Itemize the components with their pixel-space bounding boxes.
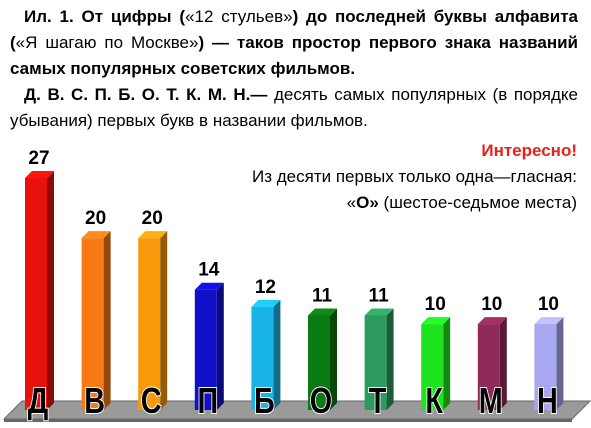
category-label: П <box>197 380 218 421</box>
bar-top <box>138 231 168 239</box>
category-label: М <box>479 380 503 421</box>
bar-side <box>556 317 564 410</box>
value-label: 11 <box>312 285 333 306</box>
category-label: Т <box>369 380 387 421</box>
value-label: 20 <box>85 208 106 229</box>
bar <box>534 324 557 410</box>
bar <box>138 238 161 410</box>
bar-side <box>216 282 224 410</box>
category-label: О <box>310 380 332 421</box>
note-part: « <box>346 193 357 212</box>
bar <box>364 315 387 410</box>
bar <box>251 306 274 410</box>
bar-side <box>499 317 507 410</box>
title-part: ) — таков простор первого знака названий… <box>10 33 578 78</box>
category-label: Б <box>254 380 275 421</box>
value-label: 27 <box>28 148 49 169</box>
note-line: Из десяти первых только одна—гласная: <box>252 167 577 186</box>
value-label: 10 <box>481 294 502 315</box>
title-part: Ил. 1. От цифры ( <box>24 7 186 26</box>
title: Ил. 1. От цифры («12 стульев») до послед… <box>10 4 578 82</box>
bar-top <box>251 299 281 307</box>
subtitle-part: Д. В. С. П. Б. О. Т. К. М. Н.— <box>24 85 268 104</box>
bar-top <box>81 231 111 239</box>
value-label: 20 <box>142 208 163 229</box>
bar-top <box>308 308 337 316</box>
notes: Интересно! Из десяти первых только одна—… <box>252 138 577 216</box>
note-part: (шестое-седьмое места) <box>378 193 577 212</box>
bar <box>194 289 217 410</box>
subtitle: Д. В. С. П. Б. О. Т. К. М. Н.— десять са… <box>10 82 578 134</box>
category-label: Д <box>28 380 49 421</box>
title-part: «Я шагаю по Москве» <box>15 33 199 52</box>
value-label: 14 <box>198 260 220 281</box>
bar-side <box>103 231 111 410</box>
floor-edge <box>4 419 572 422</box>
bar <box>25 178 47 410</box>
bar-side <box>330 308 337 410</box>
note-line: «О» (шестое-седьмое места) <box>252 190 577 216</box>
bar-top <box>25 171 54 178</box>
title-part: «12 стульев» <box>185 7 293 26</box>
note-part: О» <box>356 193 379 212</box>
bar-top <box>421 317 451 325</box>
bar <box>421 324 444 410</box>
bar-side <box>160 231 168 410</box>
category-label: С <box>141 380 162 421</box>
value-label: 11 <box>369 285 390 306</box>
bar-top <box>364 308 394 316</box>
bar <box>81 238 104 410</box>
value-label: 10 <box>425 294 446 315</box>
caption: Ил. 1. От цифры («12 стульев») до послед… <box>10 4 578 134</box>
bar-top <box>477 317 507 325</box>
bar-side <box>47 171 54 410</box>
bar <box>477 324 500 410</box>
note-heading: Интересно! <box>481 141 577 160</box>
bar-top <box>194 282 224 290</box>
bar-side <box>273 299 281 410</box>
value-label: 12 <box>255 277 276 298</box>
title-part: ) до последней буквы алфавита ( <box>10 7 578 52</box>
category-label: К <box>425 380 443 421</box>
bar-side <box>386 308 394 410</box>
value-label: 10 <box>538 294 559 315</box>
category-label: В <box>84 380 105 421</box>
bar <box>308 315 330 410</box>
bar-side <box>443 317 451 410</box>
subtitle-part: десять самых популярных (в порядке убыва… <box>10 85 578 130</box>
category-label: Н <box>537 380 558 421</box>
bar-top <box>534 317 564 325</box>
